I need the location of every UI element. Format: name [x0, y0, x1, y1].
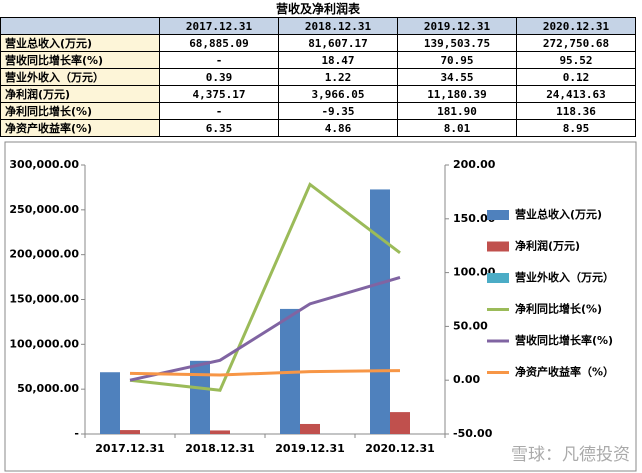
- table-row: 营业总收入(万元) 68,885.09 81,607.17 139,503.75 272…: [0, 34, 636, 52]
- legend-label: 营业总收入(万元): [515, 207, 602, 221]
- x-tick-label: 2020.12.31: [365, 442, 435, 455]
- bar: [390, 412, 410, 434]
- bar: [190, 360, 210, 434]
- line: [129, 275, 401, 382]
- header-cell: 2020.12.31: [516, 17, 636, 35]
- cell: 8.95: [516, 119, 636, 137]
- cell: 24,413.63: [516, 85, 636, 103]
- x-tick-label: 2018.12.31: [185, 442, 255, 455]
- cell: 95.52: [516, 51, 636, 69]
- y2-tick-label: 150.00: [453, 212, 496, 225]
- cell: 118.36: [516, 102, 636, 120]
- x-tick-label: 2017.12.31: [95, 442, 165, 455]
- cell: 4.86: [278, 119, 398, 137]
- row-label: 净资产收益率(%): [0, 119, 160, 137]
- table-title: 营收及净利润表: [275, 2, 360, 16]
- cell: 18.47: [278, 51, 398, 69]
- bar: [210, 430, 230, 434]
- y-tick-label: 250,000.00: [9, 203, 79, 216]
- cell: 181.90: [397, 102, 517, 120]
- line: [129, 369, 401, 377]
- table-row: 净资产收益率(%) 6.35 4.86 8.01 8.95: [0, 119, 636, 137]
- cell: 139,503.75: [397, 34, 517, 52]
- bar: [120, 430, 140, 434]
- header-cell: 2018.12.31: [278, 17, 398, 35]
- legend-label: 净利润(万元): [515, 239, 580, 253]
- row-label: 营业外收入（万元）: [0, 68, 160, 86]
- y2-tick-label: 200.00: [453, 158, 496, 171]
- cell: 0.12: [516, 68, 636, 86]
- y-tick-label: 100,000.00: [9, 337, 79, 350]
- bar: [370, 189, 390, 434]
- cell: 81,607.17: [278, 34, 398, 52]
- y-tick-label: 150,000.00: [9, 293, 79, 306]
- header-cell: 2019.12.31: [397, 17, 517, 35]
- row-label: 净利润(万元): [0, 85, 160, 103]
- row-label: 营收同比增长率(%): [0, 51, 160, 69]
- legend-swatch: [487, 210, 509, 220]
- header-row: 2017.12.31 2018.12.31 2019.12.31 2020.12.31: [0, 17, 636, 35]
- row-label: 净利同比增长(%): [0, 102, 160, 120]
- cell: 1.22: [278, 68, 398, 86]
- line: [129, 182, 401, 392]
- chart: - 50,000.00 100,000.00 150,000.00 200,000.00…: [4, 141, 637, 472]
- legend-swatch: [487, 273, 509, 283]
- legend-swatch: [487, 241, 509, 252]
- cell: -9.35: [278, 102, 398, 120]
- row-label: 营业总收入(万元): [0, 34, 160, 52]
- cell: 4,375.17: [159, 85, 279, 103]
- summary-table: 营收及净利润表 2017.12.31 2018.12.31 2019.12.31 20…: [0, 0, 636, 137]
- table-row: 营业外收入（万元） 0.39 1.22 34.55 0.12: [0, 68, 636, 86]
- cell: 70.95: [397, 51, 517, 69]
- table-row: 净利润(万元) 4,375.17 3,966.05 11,180.39 24,413.6…: [0, 85, 636, 103]
- y-tick-label: 50,000.00: [17, 382, 79, 395]
- legend-label: 净资产收益率（%）: [515, 365, 614, 379]
- y-tick-label: 300,000.00: [9, 158, 79, 171]
- table-row: 净利同比增长(%) - -9.35 181.90 118.36: [0, 102, 636, 120]
- cell: -: [159, 51, 279, 69]
- cell: 68,885.09: [159, 34, 279, 52]
- cell: 0.39: [159, 68, 279, 86]
- cell: 8.01: [397, 119, 517, 137]
- watermark: 雪球：凡德投资: [511, 445, 630, 465]
- y2-tick-label: 100.00: [453, 266, 496, 279]
- x-tick-label: 2019.12.31: [275, 442, 345, 455]
- cell: 3,966.05: [278, 85, 398, 103]
- y2-tick-label: 50.00: [453, 319, 488, 332]
- bar: [100, 372, 120, 434]
- legend-label: 营业外收入（万元）: [515, 270, 614, 284]
- table-row: 营收同比增长率(%) -18.47 70.95 95.52: [0, 51, 636, 69]
- legend-label: 净利同比增长(%): [515, 302, 602, 316]
- cell: -: [159, 102, 279, 120]
- legend-label: 营收同比增长率(%): [515, 333, 613, 347]
- cell: 34.55: [397, 68, 517, 86]
- cell: 6.35: [159, 119, 279, 137]
- y2-tick-label: 0.00: [453, 373, 480, 386]
- cell: 11,180.39: [397, 85, 517, 103]
- header-cell: 2017.12.31: [159, 17, 279, 35]
- header-corner: [0, 17, 160, 35]
- bar: [300, 423, 320, 434]
- y-tick-label: 200,000.00: [9, 248, 79, 261]
- y2-tick-label: -50.00: [453, 427, 493, 440]
- cell: 272,750.68: [516, 34, 636, 52]
- y-tick-label: -: [74, 427, 79, 440]
